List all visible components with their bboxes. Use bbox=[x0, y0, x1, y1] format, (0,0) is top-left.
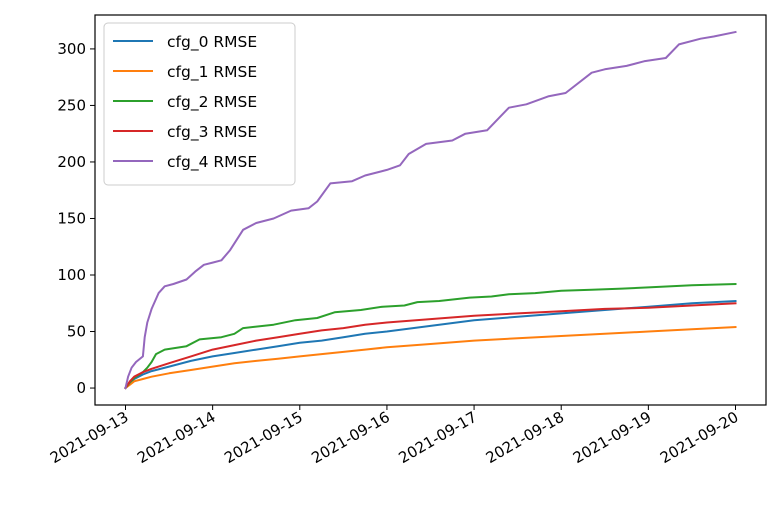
y-tick-label: 100 bbox=[57, 266, 86, 284]
series-line-2 bbox=[124, 282, 737, 390]
legend-label-2: cfg_2 RMSE bbox=[167, 93, 257, 112]
y-tick-label: 50 bbox=[67, 323, 86, 341]
series-line-3 bbox=[124, 302, 737, 390]
series-line-4 bbox=[124, 30, 737, 390]
legend-box bbox=[103, 22, 296, 186]
legend-label-4: cfg_4 RMSE bbox=[167, 153, 257, 172]
legend-label-3: cfg_3 RMSE bbox=[167, 123, 257, 142]
y-tick-label: 0 bbox=[76, 379, 86, 397]
y-tick-label: 300 bbox=[57, 40, 86, 58]
series-line-1 bbox=[124, 325, 737, 390]
y-tick-label: 150 bbox=[57, 209, 86, 227]
y-tick-label: 200 bbox=[57, 153, 86, 171]
series-line-0 bbox=[124, 299, 737, 390]
y-tick-label: 250 bbox=[57, 96, 86, 114]
y-axis: 0 50 100 150 200 250 300 bbox=[57, 40, 95, 397]
series-layer bbox=[124, 30, 737, 390]
legend-label-0: cfg_0 RMSE bbox=[167, 33, 257, 52]
legend: cfg_0 RMSE cfg_1 RMSE cfg_2 RMSE cfg_3 RMSE… bbox=[103, 22, 296, 186]
legend-label-1: cfg_1 RMSE bbox=[167, 63, 257, 82]
plot-frame bbox=[94, 14, 767, 406]
